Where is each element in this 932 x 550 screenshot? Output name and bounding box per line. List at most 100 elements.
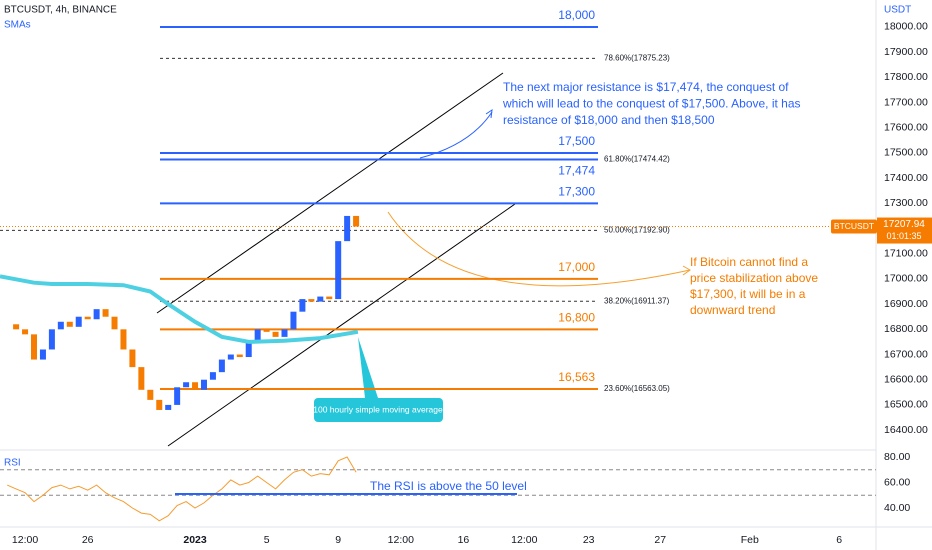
arrow-curve [419,111,493,159]
candle [174,387,181,405]
y-tick-label: 17900.00 [884,46,928,58]
candle [75,316,82,327]
y-tick-label: 16600.00 [884,373,928,385]
annotation-text: downward trend [690,303,775,317]
channel-lower [167,203,516,447]
y-tick-label: 17800.00 [884,71,928,83]
price-tag-label: 17207.94 [883,219,925,230]
arrow-head [682,265,691,276]
level-label: 16,563 [558,370,595,384]
candle [48,329,55,350]
candle [326,296,333,300]
y-tick-label: 60.00 [884,476,910,488]
y-tick-label: 16400.00 [884,424,928,436]
x-tick-label: 9 [335,534,341,546]
candle [102,309,109,317]
symbol-tag-label: BTCUSDT [834,221,874,231]
arrow-head [485,108,493,119]
symbol-title: BTCUSDT, 4h, BINANCE [4,5,117,16]
y-tick-label: 16800.00 [884,323,928,335]
x-tick-label: 26 [82,534,94,546]
annotation-text: If Bitcoin cannot find a [690,255,808,269]
y-tick-label: 17500.00 [884,147,928,159]
x-tick-label: 12:00 [388,534,414,546]
x-tick-label: 12:00 [511,534,537,546]
candle [192,382,199,390]
x-tick-label: 23 [583,534,595,546]
fib-label: 50.00%(17192.90) [604,225,670,234]
candle [129,349,136,368]
arrow-curve [387,211,691,287]
candle [308,299,315,302]
indicator-title: SMAs [4,20,31,31]
candle [254,329,261,342]
x-tick-label: 12:00 [12,534,38,546]
y-tick-label: 17000.00 [884,273,928,285]
candle [120,329,127,350]
candle [344,215,351,242]
candle [227,354,234,360]
candle [156,399,163,410]
sma-line [0,274,359,344]
callout-box [314,398,443,422]
fib-label: 61.80%(17474.42) [604,154,670,163]
level-label: 17,474 [558,164,595,178]
rsi-annotation: The RSI is above the 50 level [370,479,527,493]
candle [22,329,29,335]
y-tick-label: 16500.00 [884,399,928,411]
x-tick-label: 16 [458,534,470,546]
level-label: 16,800 [558,310,595,324]
candle [317,296,324,302]
y-tick-label: 17300.00 [884,197,928,209]
x-tick-label: 6 [836,534,842,546]
level-label: 18,000 [558,8,595,22]
countdown: 01:01:35 [886,231,921,241]
candle [245,341,252,358]
candle [218,359,225,373]
candle [84,316,91,320]
y-tick-label: 17700.00 [884,96,928,108]
rsi-line [7,456,357,522]
annotation-text: $17,300, it will be in a [690,287,806,301]
fib-label: 23.60%(16563.05) [604,384,670,393]
rsi-title: RSI [4,458,21,469]
annotation-text: resistance of $18,000 and then $18,500 [503,113,715,127]
candle [138,367,145,390]
candle [183,382,190,388]
callout-text: 100 hourly simple moving average [313,404,443,414]
annotation-text: The next major resistance is $17,474, th… [503,80,789,94]
callout-pointer [358,337,378,398]
candle [200,379,207,390]
candle [299,299,306,312]
fib-label: 78.60%(17875.23) [604,54,670,63]
candle [147,389,154,400]
y-tick-label: 17600.00 [884,122,928,134]
axis-unit: USDT [884,5,911,16]
x-tick-label: Feb [741,534,759,546]
candle [281,329,288,337]
candle [30,334,37,360]
candle [93,309,100,320]
candle [57,321,64,330]
y-tick-label: 18000.00 [884,21,928,33]
candle [335,241,342,300]
y-tick-label: 40.00 [884,502,910,514]
y-tick-label: 17400.00 [884,172,928,184]
y-tick-label: 17100.00 [884,248,928,260]
annotation-text: price stabilization above [690,271,818,285]
level-label: 17,300 [558,185,595,199]
x-tick-label: 2023 [183,534,207,546]
level-label: 17,500 [558,134,595,148]
y-tick-label: 16900.00 [884,298,928,310]
candle [66,321,73,327]
candle [353,215,360,227]
candle [111,316,118,330]
x-tick-label: 5 [264,534,270,546]
y-tick-label: 16700.00 [884,348,928,360]
y-tick-label: 80.00 [884,451,910,463]
candle [236,354,243,358]
candle [290,311,297,330]
candle [13,324,20,330]
